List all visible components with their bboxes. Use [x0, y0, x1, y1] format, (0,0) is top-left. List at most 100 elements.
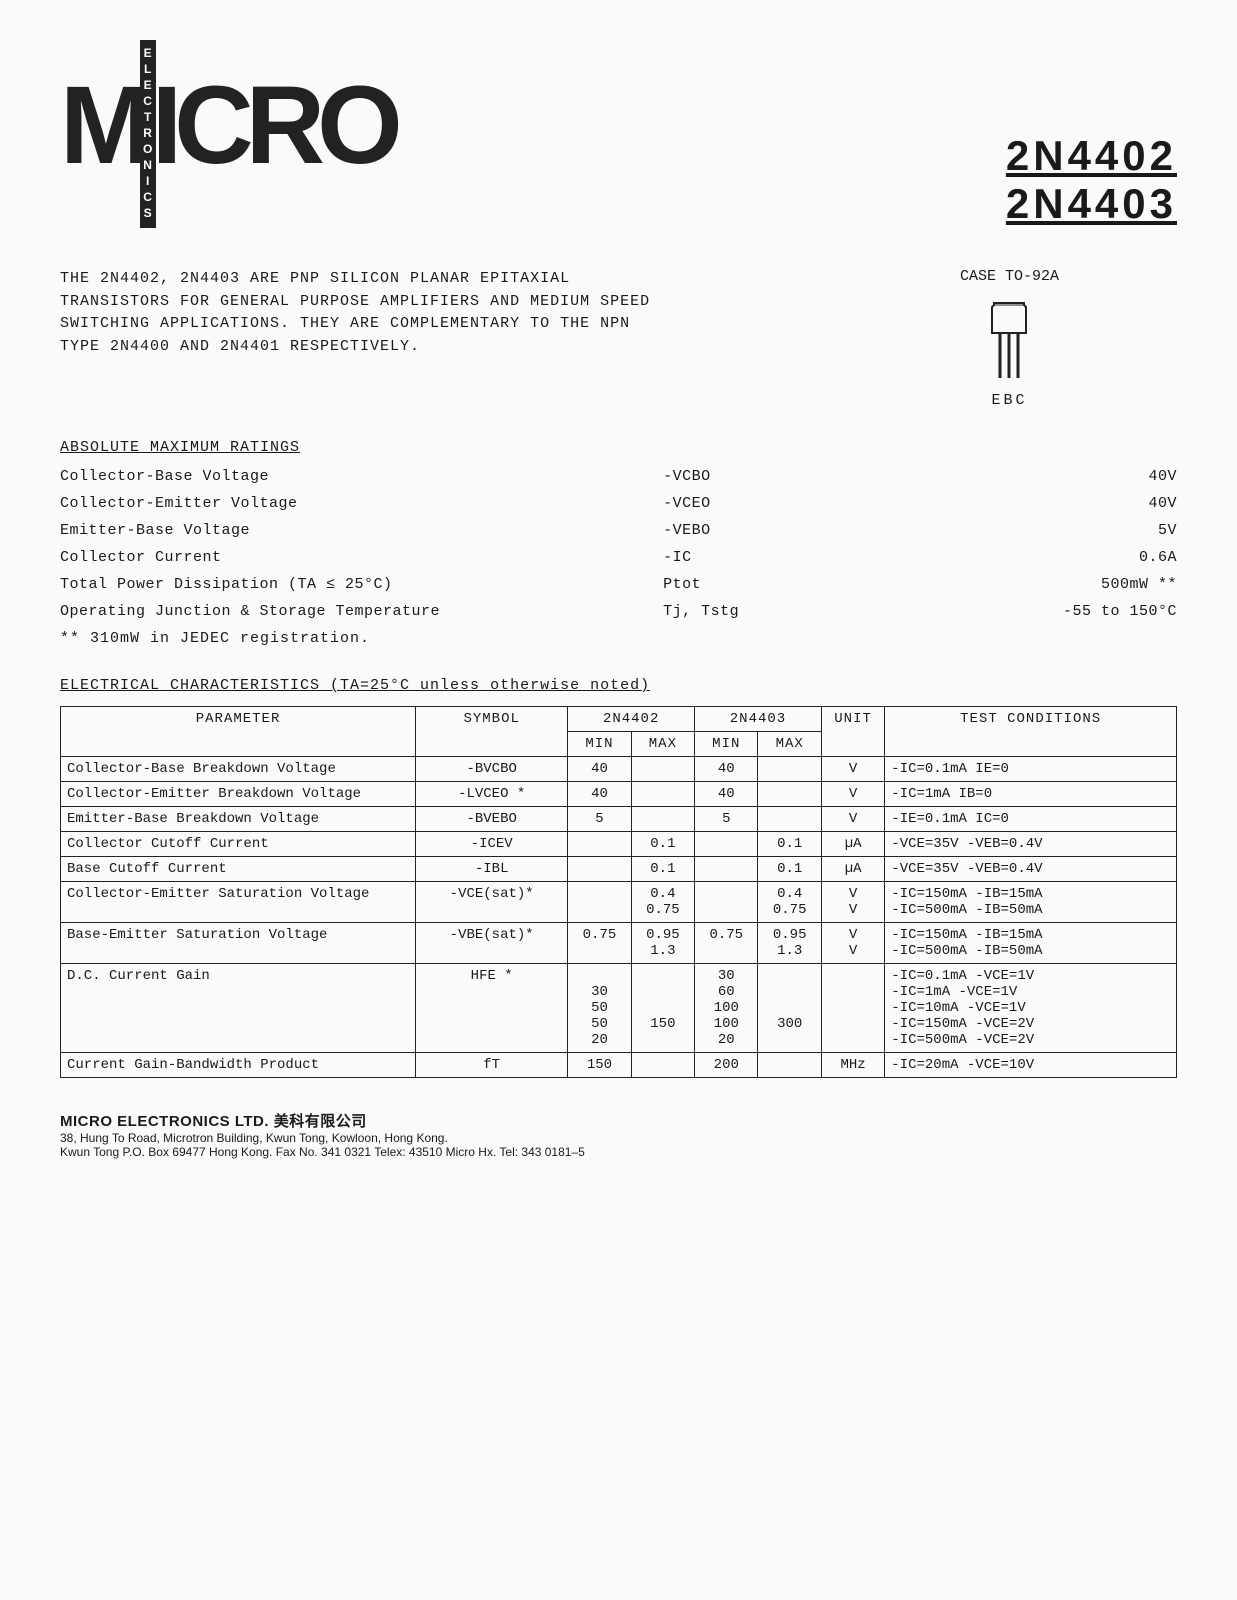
ratings-value: 0.6A — [864, 549, 1177, 566]
ec-p1min: 0.75 — [568, 923, 631, 964]
ec-cond: -I​C=0.1mA I​E=0 — [885, 757, 1177, 782]
ec-param: Emitter-Base Breakdown Voltage — [61, 807, 416, 832]
table-row: D.C. Current GainH​FE * 30505020 150 306… — [61, 964, 1177, 1053]
table-row: Collector-Base Breakdown Voltage-BV​CBO4… — [61, 757, 1177, 782]
ec-symbol: -V​CE(sat)* — [416, 882, 568, 923]
ec-unit — [821, 964, 884, 1053]
intro-block: THE 2N4402, 2N4403 ARE PNP SILICON PLANA… — [60, 268, 1177, 409]
ec-p1min: 40 — [568, 757, 631, 782]
ec-p1max — [631, 1053, 694, 1078]
ratings-title: ABSOLUTE MAXIMUM RATINGS — [60, 439, 1177, 456]
th-p1max: MAX — [631, 732, 694, 757]
ec-cond: -I​E=0.1mA I​C=0 — [885, 807, 1177, 832]
ec-symbol: -I​CEV — [416, 832, 568, 857]
ratings-section: ABSOLUTE MAXIMUM RATINGS Collector-Base … — [60, 439, 1177, 647]
th-part2: 2N4403 — [695, 707, 822, 732]
table-row: Collector-Emitter Saturation Voltage-V​C… — [61, 882, 1177, 923]
table-row: Base-Emitter Saturation Voltage-V​BE(sat… — [61, 923, 1177, 964]
ec-cond: -V​CE=35V -V​EB=0.4V — [885, 857, 1177, 882]
ratings-param: Collector-Emitter Voltage — [60, 495, 663, 512]
ec-p1min — [568, 832, 631, 857]
ec-p1max — [631, 807, 694, 832]
case-label: CASE TO-92A — [842, 268, 1177, 285]
ec-p2min: 5 — [695, 807, 758, 832]
ec-unit: VV — [821, 882, 884, 923]
ratings-param: Collector-Base Voltage — [60, 468, 663, 485]
th-p1min: MIN — [568, 732, 631, 757]
ratings-value: 5V — [864, 522, 1177, 539]
ec-p2min — [695, 832, 758, 857]
ec-p2min: 306010010020 — [695, 964, 758, 1053]
ec-p1min: 40 — [568, 782, 631, 807]
ec-unit: V — [821, 757, 884, 782]
part-number-1: 2N4402 — [1006, 132, 1177, 180]
ec-param: D.C. Current Gain — [61, 964, 416, 1053]
th-cond: TEST CONDITIONS — [885, 707, 1177, 757]
ratings-footnote: ** 310mW in JEDEC registration. — [60, 630, 1177, 647]
ec-p1max — [631, 782, 694, 807]
ec-param: Collector-Emitter Breakdown Voltage — [61, 782, 416, 807]
ratings-value: -55 to 150°C — [864, 603, 1177, 620]
table-row: Current Gain-Bandwidth Productf​T150200M… — [61, 1053, 1177, 1078]
ec-unit: V — [821, 807, 884, 832]
ec-p2min — [695, 882, 758, 923]
ec-section: ELECTRICAL CHARACTERISTICS (T​A=25°C unl… — [60, 677, 1177, 1078]
ec-param: Base-Emitter Saturation Voltage — [61, 923, 416, 964]
ec-param: Current Gain-Bandwidth Product — [61, 1053, 416, 1078]
th-part1: 2N4402 — [568, 707, 695, 732]
ec-p1max: 0.1 — [631, 832, 694, 857]
table-row: Collector Cutoff Current-I​CEV0.10.1µA-V… — [61, 832, 1177, 857]
ec-p1min: 5 — [568, 807, 631, 832]
footer-address1: 38, Hung To Road, Microtron Building, Kw… — [60, 1131, 1177, 1145]
to92-icon — [984, 293, 1034, 383]
ratings-row: Operating Junction & Storage Temperature… — [60, 603, 1177, 620]
header: MELECTRONICSICRO 2N4402 2N4403 — [60, 40, 1177, 228]
pinout-label: EBC — [842, 392, 1177, 409]
part-numbers: 2N4402 2N4403 — [1006, 132, 1177, 228]
ec-unit: V — [821, 782, 884, 807]
ec-param: Collector Cutoff Current — [61, 832, 416, 857]
ec-symbol: H​FE * — [416, 964, 568, 1053]
ec-p2min: 200 — [695, 1053, 758, 1078]
th-parameter: PARAMETER — [61, 707, 416, 757]
table-row: Emitter-Base Breakdown Voltage-BV​EBO55V… — [61, 807, 1177, 832]
ratings-symbol: -V​EBO — [663, 522, 864, 539]
ratings-row: Collector-Base Voltage-V​CBO40V — [60, 468, 1177, 485]
th-symbol: SYMBOL — [416, 707, 568, 757]
ec-p2min: 0.75 — [695, 923, 758, 964]
ec-p2min: 40 — [695, 782, 758, 807]
ratings-symbol: -V​CEO — [663, 495, 864, 512]
ec-p2max — [758, 757, 821, 782]
ec-unit: µA — [821, 857, 884, 882]
ratings-row: Emitter-Base Voltage-V​EBO5V — [60, 522, 1177, 539]
ec-cond: -I​C=0.1mA -V​CE=1V-I​C=1mA -V​CE=1V-I​C… — [885, 964, 1177, 1053]
ratings-symbol: -V​CBO — [663, 468, 864, 485]
ec-p2max — [758, 807, 821, 832]
ec-param: Base Cutoff Current — [61, 857, 416, 882]
ratings-value: 40V — [864, 495, 1177, 512]
ec-unit: µA — [821, 832, 884, 857]
ec-p2max: 0.40.75 — [758, 882, 821, 923]
ec-table: PARAMETER SYMBOL 2N4402 2N4403 UNIT TEST… — [60, 706, 1177, 1078]
ec-p1max: 150 — [631, 964, 694, 1053]
ec-cond: -I​C=150mA -I​B=15mA-I​C=500mA -I​B=50mA — [885, 882, 1177, 923]
ratings-param: Emitter-Base Voltage — [60, 522, 663, 539]
table-row: Collector-Emitter Breakdown Voltage-LV​C… — [61, 782, 1177, 807]
ec-p1min — [568, 882, 631, 923]
ratings-value: 500mW ** — [864, 576, 1177, 593]
ec-p1min: 150 — [568, 1053, 631, 1078]
ec-unit: VV — [821, 923, 884, 964]
ratings-row: Collector-Emitter Voltage-V​CEO40V — [60, 495, 1177, 512]
th-unit: UNIT — [821, 707, 884, 757]
ec-p2min — [695, 857, 758, 882]
ec-symbol: -I​BL — [416, 857, 568, 882]
ec-unit: MHz — [821, 1053, 884, 1078]
ec-p2max: 0.951.3 — [758, 923, 821, 964]
ec-p1max: 0.40.75 — [631, 882, 694, 923]
ec-cond: -I​C=1mA I​B=0 — [885, 782, 1177, 807]
ratings-row: Total Power Dissipation (T​A ≤ 25°C)P​to… — [60, 576, 1177, 593]
ec-cond: -V​CE=35V -V​EB=0.4V — [885, 832, 1177, 857]
ec-symbol: -BV​CBO — [416, 757, 568, 782]
ec-p1max: 0.951.3 — [631, 923, 694, 964]
th-p2max: MAX — [758, 732, 821, 757]
